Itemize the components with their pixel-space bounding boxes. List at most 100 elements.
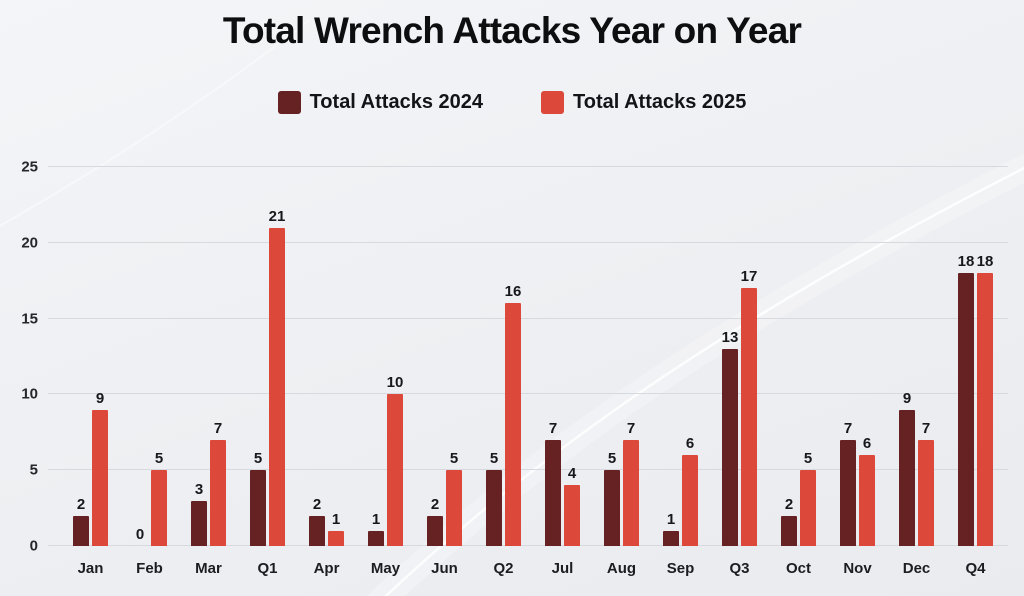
bar-group: 13 17 <box>710 167 769 546</box>
bar-2024 <box>309 515 325 546</box>
bar-value-label: 18 <box>957 253 975 271</box>
bar-column: 3 <box>191 167 208 546</box>
bar-value-label: 7 <box>626 419 636 437</box>
category-label: Apr <box>313 560 340 577</box>
bar-value-label: 16 <box>504 283 522 301</box>
gridline <box>48 469 1008 471</box>
category-label: Q4 <box>965 560 986 577</box>
bar-2024 <box>958 273 974 546</box>
bar-2024 <box>722 348 738 546</box>
bar-value-label: 21 <box>268 207 286 225</box>
bar-2024 <box>73 515 89 546</box>
bar-value-label: 13 <box>721 328 739 346</box>
bar-column: 6 <box>859 167 876 546</box>
bar-column: 17 <box>741 167 758 546</box>
bar-column: 1 <box>663 167 680 546</box>
gridline <box>48 241 1008 243</box>
y-axis-label: 20 <box>21 234 38 252</box>
legend-swatch <box>277 91 301 114</box>
gridline <box>48 317 1008 319</box>
bar-value-label: 4 <box>567 465 577 483</box>
y-axis-label: 0 <box>29 537 38 555</box>
gridline <box>48 545 1008 546</box>
bar-2025 <box>741 288 757 546</box>
legend: Total Attacks 2024 Total Attacks 2025 <box>0 91 1024 114</box>
bar-column: 10 <box>387 167 404 546</box>
bar-column: 16 <box>505 167 522 546</box>
bar-value-label: 2 <box>312 495 322 513</box>
bar-value-label: 6 <box>862 435 872 453</box>
bar-group: 1 10 <box>356 167 415 546</box>
bar-value-label: 1 <box>371 510 381 528</box>
category-label: Nov <box>843 560 872 577</box>
bar-column: 13 <box>722 167 739 546</box>
bar-column: 7 <box>210 167 227 546</box>
legend-label: Total Attacks 2025 <box>573 91 747 113</box>
bar-column: 1 <box>368 167 385 546</box>
gridline <box>48 393 1008 395</box>
bar-2024 <box>545 439 561 546</box>
bar-column: 4 <box>564 167 581 546</box>
bar-value-label: 5 <box>489 450 499 468</box>
bar-column: 5 <box>446 167 463 546</box>
legend-item-2024: Total Attacks 2024 <box>277 91 483 114</box>
bar-2025 <box>210 439 226 546</box>
legend-label: Total Attacks 2024 <box>309 91 483 113</box>
bar-column: 7 <box>918 167 935 546</box>
bar-value-label: 2 <box>430 495 440 513</box>
bar-value-label: 5 <box>253 450 263 468</box>
category-label: Jul <box>551 560 574 577</box>
bar-value-label: 1 <box>666 510 676 528</box>
bar-column: 18 <box>977 167 994 546</box>
bar-column: 5 <box>486 167 503 546</box>
bar-group: 5 21 <box>238 167 297 546</box>
y-axis-label: 5 <box>29 461 38 479</box>
bar-value-label: 6 <box>685 435 695 453</box>
bar-2024 <box>604 470 620 546</box>
y-axis-label: 15 <box>21 310 38 328</box>
category-label: Q1 <box>257 560 278 577</box>
bar-2025 <box>800 470 816 546</box>
bar-2024 <box>486 470 502 546</box>
y-axis-label: 10 <box>21 385 38 403</box>
plot-area: 2 9 0 5 3 7 5 21 2 1 1 10 2 5 5 16 7 4 5 7 1 6 13 17 2 5 7 6 9 7 18 18 <box>48 166 1008 546</box>
bar-value-label: 5 <box>154 450 164 468</box>
chart-title: Total Wrench Attacks Year on Year <box>222 10 802 51</box>
bar-column: 9 <box>899 167 916 546</box>
bar-column: 5 <box>800 167 817 546</box>
bar-value-label: 5 <box>607 450 617 468</box>
legend-item-2025: Total Attacks 2025 <box>541 91 746 114</box>
bar-column: 5 <box>250 167 267 546</box>
bar-column: 7 <box>545 167 562 546</box>
category-label: Jun <box>431 560 458 577</box>
category-label: Q2 <box>493 560 514 577</box>
category-label: Oct <box>785 560 811 577</box>
bar-2024 <box>191 500 207 546</box>
bar-column: 9 <box>92 167 109 546</box>
bar-2025 <box>446 470 462 546</box>
bar-column: 5 <box>604 167 621 546</box>
bar-column: 6 <box>682 167 699 546</box>
bar-column: 18 <box>958 167 975 546</box>
bar-2025 <box>977 273 993 546</box>
bar-value-label: 0 <box>135 526 145 543</box>
bar-value-label: 7 <box>213 419 223 437</box>
category-label: Q3 <box>729 560 750 577</box>
bar-column: 5 <box>151 167 168 546</box>
bar-value-label: 5 <box>449 450 459 468</box>
bar-value-label: 9 <box>902 389 912 407</box>
category-label: Feb <box>136 560 163 577</box>
bar-2025 <box>328 530 344 546</box>
bar-column: 2 <box>309 167 326 546</box>
category-label: Jan <box>77 560 104 577</box>
